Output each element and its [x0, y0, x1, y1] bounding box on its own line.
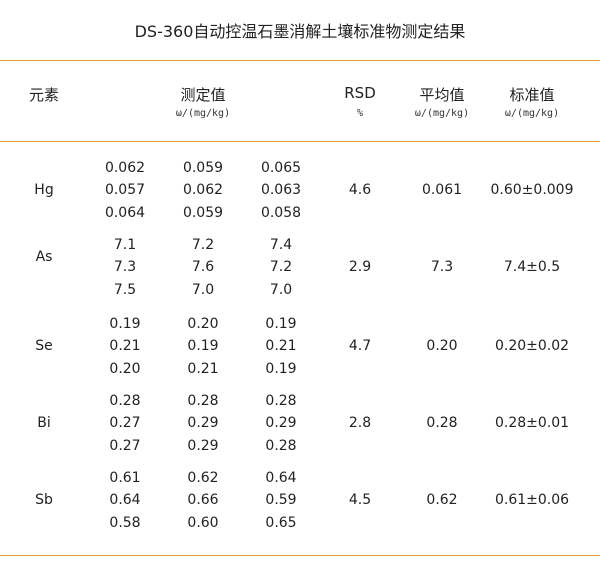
- element-label: Sb: [35, 492, 53, 508]
- measured-value: 0.64: [109, 492, 141, 508]
- measured-value: 7.5: [113, 281, 137, 298]
- header-standard: 标准值: [509, 86, 555, 104]
- element-label: Hg: [34, 182, 54, 198]
- mean-value: 7.3: [430, 259, 454, 275]
- measured-value: 0.29: [187, 437, 219, 454]
- measured-value: 7.1: [113, 236, 137, 253]
- measured-value: 7.4: [269, 236, 293, 253]
- measured-value: 0.28: [265, 437, 297, 454]
- standard-value: 0.60±0.009: [490, 182, 574, 198]
- measured-value: 0.60: [187, 514, 219, 531]
- measured-value: 7.6: [191, 259, 215, 275]
- measured-value: 0.21: [265, 338, 297, 354]
- element-label: Bi: [37, 415, 51, 431]
- measured-value: 0.28: [265, 392, 297, 409]
- measured-value: 0.62: [187, 469, 219, 486]
- measured-value: 0.21: [109, 338, 141, 354]
- measured-value: 0.064: [104, 204, 146, 221]
- measured-value: 7.2: [269, 259, 293, 275]
- header-measured-unit: ω/(mg/kg): [175, 108, 231, 119]
- measured-value: 0.059: [182, 159, 224, 176]
- measured-value: 0.19: [187, 338, 219, 354]
- measured-value: 0.64: [265, 469, 297, 486]
- measured-value: 0.28: [109, 392, 141, 409]
- measured-value: 0.66: [187, 492, 219, 508]
- measured-value: 0.19: [265, 315, 297, 332]
- mean-value: 0.28: [426, 415, 458, 431]
- measured-value: 0.21: [187, 360, 219, 377]
- header-standard-unit: ω/(mg/kg): [504, 108, 560, 119]
- measured-value: 0.28: [187, 392, 219, 409]
- header-rsd: RSD: [344, 84, 376, 102]
- header-rule: [0, 141, 600, 142]
- standard-value: 0.61±0.06: [494, 492, 570, 508]
- measured-value: 7.0: [269, 281, 293, 298]
- top-rule: [0, 60, 600, 61]
- measured-value: 0.19: [265, 360, 297, 377]
- mean-value: 0.62: [426, 492, 458, 508]
- rsd-value: 4.6: [348, 182, 372, 198]
- rsd-value: 2.9: [348, 259, 372, 275]
- mean-value: 0.061: [421, 182, 463, 198]
- header-rsd-unit: %: [356, 108, 364, 119]
- measured-value: 0.27: [109, 437, 141, 454]
- measured-value: 0.062: [104, 159, 146, 176]
- bottom-rule: [0, 555, 600, 556]
- standard-value: 7.4±0.5: [503, 259, 561, 275]
- measured-value: 0.062: [182, 182, 224, 198]
- measured-value: 0.059: [182, 204, 224, 221]
- header-measured: 测定值: [180, 86, 226, 104]
- measured-value: 0.20: [187, 315, 219, 332]
- measured-value: 0.058: [260, 204, 302, 221]
- header-mean: 平均值: [419, 86, 465, 104]
- element-label: Se: [35, 338, 53, 354]
- measured-value: 7.3: [113, 259, 137, 275]
- measured-value: 0.057: [104, 182, 146, 198]
- measured-value: 7.0: [191, 281, 215, 298]
- measured-value: 0.58: [109, 514, 141, 531]
- measured-value: 0.65: [265, 514, 297, 531]
- element-label: As: [35, 249, 53, 265]
- measured-value: 0.59: [265, 492, 297, 508]
- rsd-value: 2.8: [348, 415, 372, 431]
- measured-value: 0.065: [260, 159, 302, 176]
- measured-value: 7.2: [191, 236, 215, 253]
- measured-value: 0.61: [109, 469, 141, 486]
- rsd-value: 4.7: [348, 338, 372, 354]
- standard-value: 0.28±0.01: [494, 415, 570, 431]
- measured-value: 0.27: [109, 415, 141, 431]
- measured-value: 0.29: [187, 415, 219, 431]
- table-title: DS-360自动控温石墨消解土壤标准物测定结果: [134, 22, 466, 41]
- measured-value: 0.29: [265, 415, 297, 431]
- measured-value: 0.063: [260, 182, 302, 198]
- header-element: 元素: [28, 86, 60, 104]
- header-mean-unit: ω/(mg/kg): [414, 108, 470, 119]
- measured-value: 0.19: [109, 315, 141, 332]
- measured-value: 0.20: [109, 360, 141, 377]
- rsd-value: 4.5: [348, 492, 372, 508]
- standard-value: 0.20±0.02: [494, 338, 570, 354]
- mean-value: 0.20: [426, 338, 458, 354]
